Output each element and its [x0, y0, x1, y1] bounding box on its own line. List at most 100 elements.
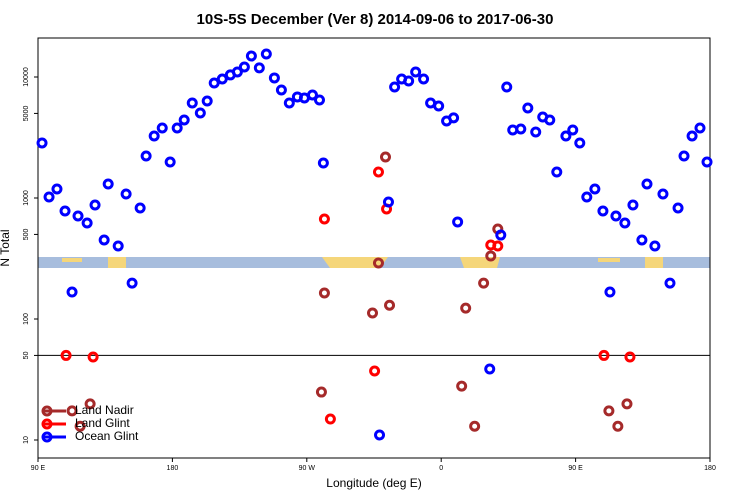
- legend-marker: [41, 405, 53, 417]
- point: [126, 277, 138, 289]
- point: [66, 286, 78, 298]
- point: [84, 398, 96, 410]
- point: [484, 363, 496, 375]
- point: [694, 122, 706, 134]
- point: [403, 75, 415, 87]
- point: [515, 123, 527, 135]
- point: [194, 107, 206, 119]
- point: [657, 188, 669, 200]
- x-tick-label: 0: [439, 465, 443, 472]
- point: [641, 178, 653, 190]
- point: [208, 77, 220, 89]
- point: [530, 126, 542, 138]
- point: [597, 205, 609, 217]
- legend-label: Ocean Glint: [75, 429, 139, 443]
- point: [686, 130, 698, 142]
- plot-frame: [37, 37, 711, 459]
- legend-label: Land Glint: [75, 416, 130, 430]
- point: [238, 61, 250, 73]
- point: [469, 420, 481, 432]
- point: [624, 351, 636, 363]
- x-tick-label: 90 W: [299, 465, 316, 472]
- point: [253, 62, 265, 74]
- point: [367, 307, 379, 319]
- point: [433, 100, 445, 112]
- point: [379, 151, 391, 163]
- point: [87, 351, 99, 363]
- chart-title: 10S-5S December (Ver 8) 2014-09-06 to 20…: [197, 11, 554, 28]
- point: [603, 405, 615, 417]
- point: [260, 48, 272, 60]
- legend-marker: [41, 418, 53, 430]
- point: [598, 349, 610, 361]
- point: [102, 178, 114, 190]
- y-axis-label: N Total: [0, 229, 12, 266]
- point: [201, 95, 213, 107]
- point: [551, 166, 563, 178]
- point: [134, 202, 146, 214]
- point: [495, 229, 507, 241]
- point: [81, 217, 93, 229]
- point: [604, 286, 616, 298]
- point: [610, 210, 622, 222]
- point: [36, 137, 48, 149]
- point: [313, 94, 325, 106]
- y-tick-label: 50: [23, 351, 30, 359]
- point: [621, 398, 633, 410]
- point: [372, 166, 384, 178]
- x-tick-label: 180: [704, 465, 716, 472]
- y-tick-label: 5000: [23, 106, 30, 122]
- point: [589, 183, 601, 195]
- point: [186, 97, 198, 109]
- point: [452, 216, 464, 228]
- point: [72, 210, 84, 222]
- y-tick-label: 10: [23, 436, 30, 444]
- point: [245, 50, 257, 62]
- point: [672, 202, 684, 214]
- point: [74, 420, 86, 432]
- point: [389, 81, 401, 93]
- point: [324, 413, 336, 425]
- x-axis-label: Longitude (deg E): [326, 476, 421, 490]
- point: [410, 66, 422, 78]
- x-tick-label: 90 E: [568, 465, 583, 472]
- point: [581, 191, 593, 203]
- point: [275, 84, 287, 96]
- point: [315, 386, 327, 398]
- y-tick-label: 1000: [23, 190, 30, 206]
- point: [448, 112, 460, 124]
- point: [148, 130, 160, 142]
- point: [501, 81, 513, 93]
- x-tick-label: 90 E: [31, 465, 46, 472]
- point: [178, 114, 190, 126]
- point: [544, 114, 556, 126]
- point: [43, 191, 55, 203]
- point: [60, 349, 72, 361]
- point: [384, 299, 396, 311]
- point: [318, 213, 330, 225]
- y-tick-label: 500: [23, 228, 30, 240]
- point: [522, 102, 534, 114]
- point: [317, 157, 329, 169]
- point: [216, 73, 228, 85]
- point: [418, 73, 430, 85]
- legend-label: Land Nadir: [75, 403, 134, 417]
- y-tick-label: 10000: [23, 67, 30, 87]
- point: [460, 302, 472, 314]
- point: [51, 183, 63, 195]
- point: [112, 240, 124, 252]
- point: [372, 257, 384, 269]
- y-tick-label: 100: [23, 313, 30, 325]
- point: [492, 240, 504, 252]
- point: [369, 365, 381, 377]
- point: [619, 217, 631, 229]
- point: [574, 137, 586, 149]
- point: [164, 156, 176, 168]
- point: [283, 97, 295, 109]
- point: [140, 150, 152, 162]
- point: [612, 420, 624, 432]
- point: [374, 429, 386, 441]
- point: [664, 277, 676, 289]
- point: [120, 188, 132, 200]
- point: [268, 72, 280, 84]
